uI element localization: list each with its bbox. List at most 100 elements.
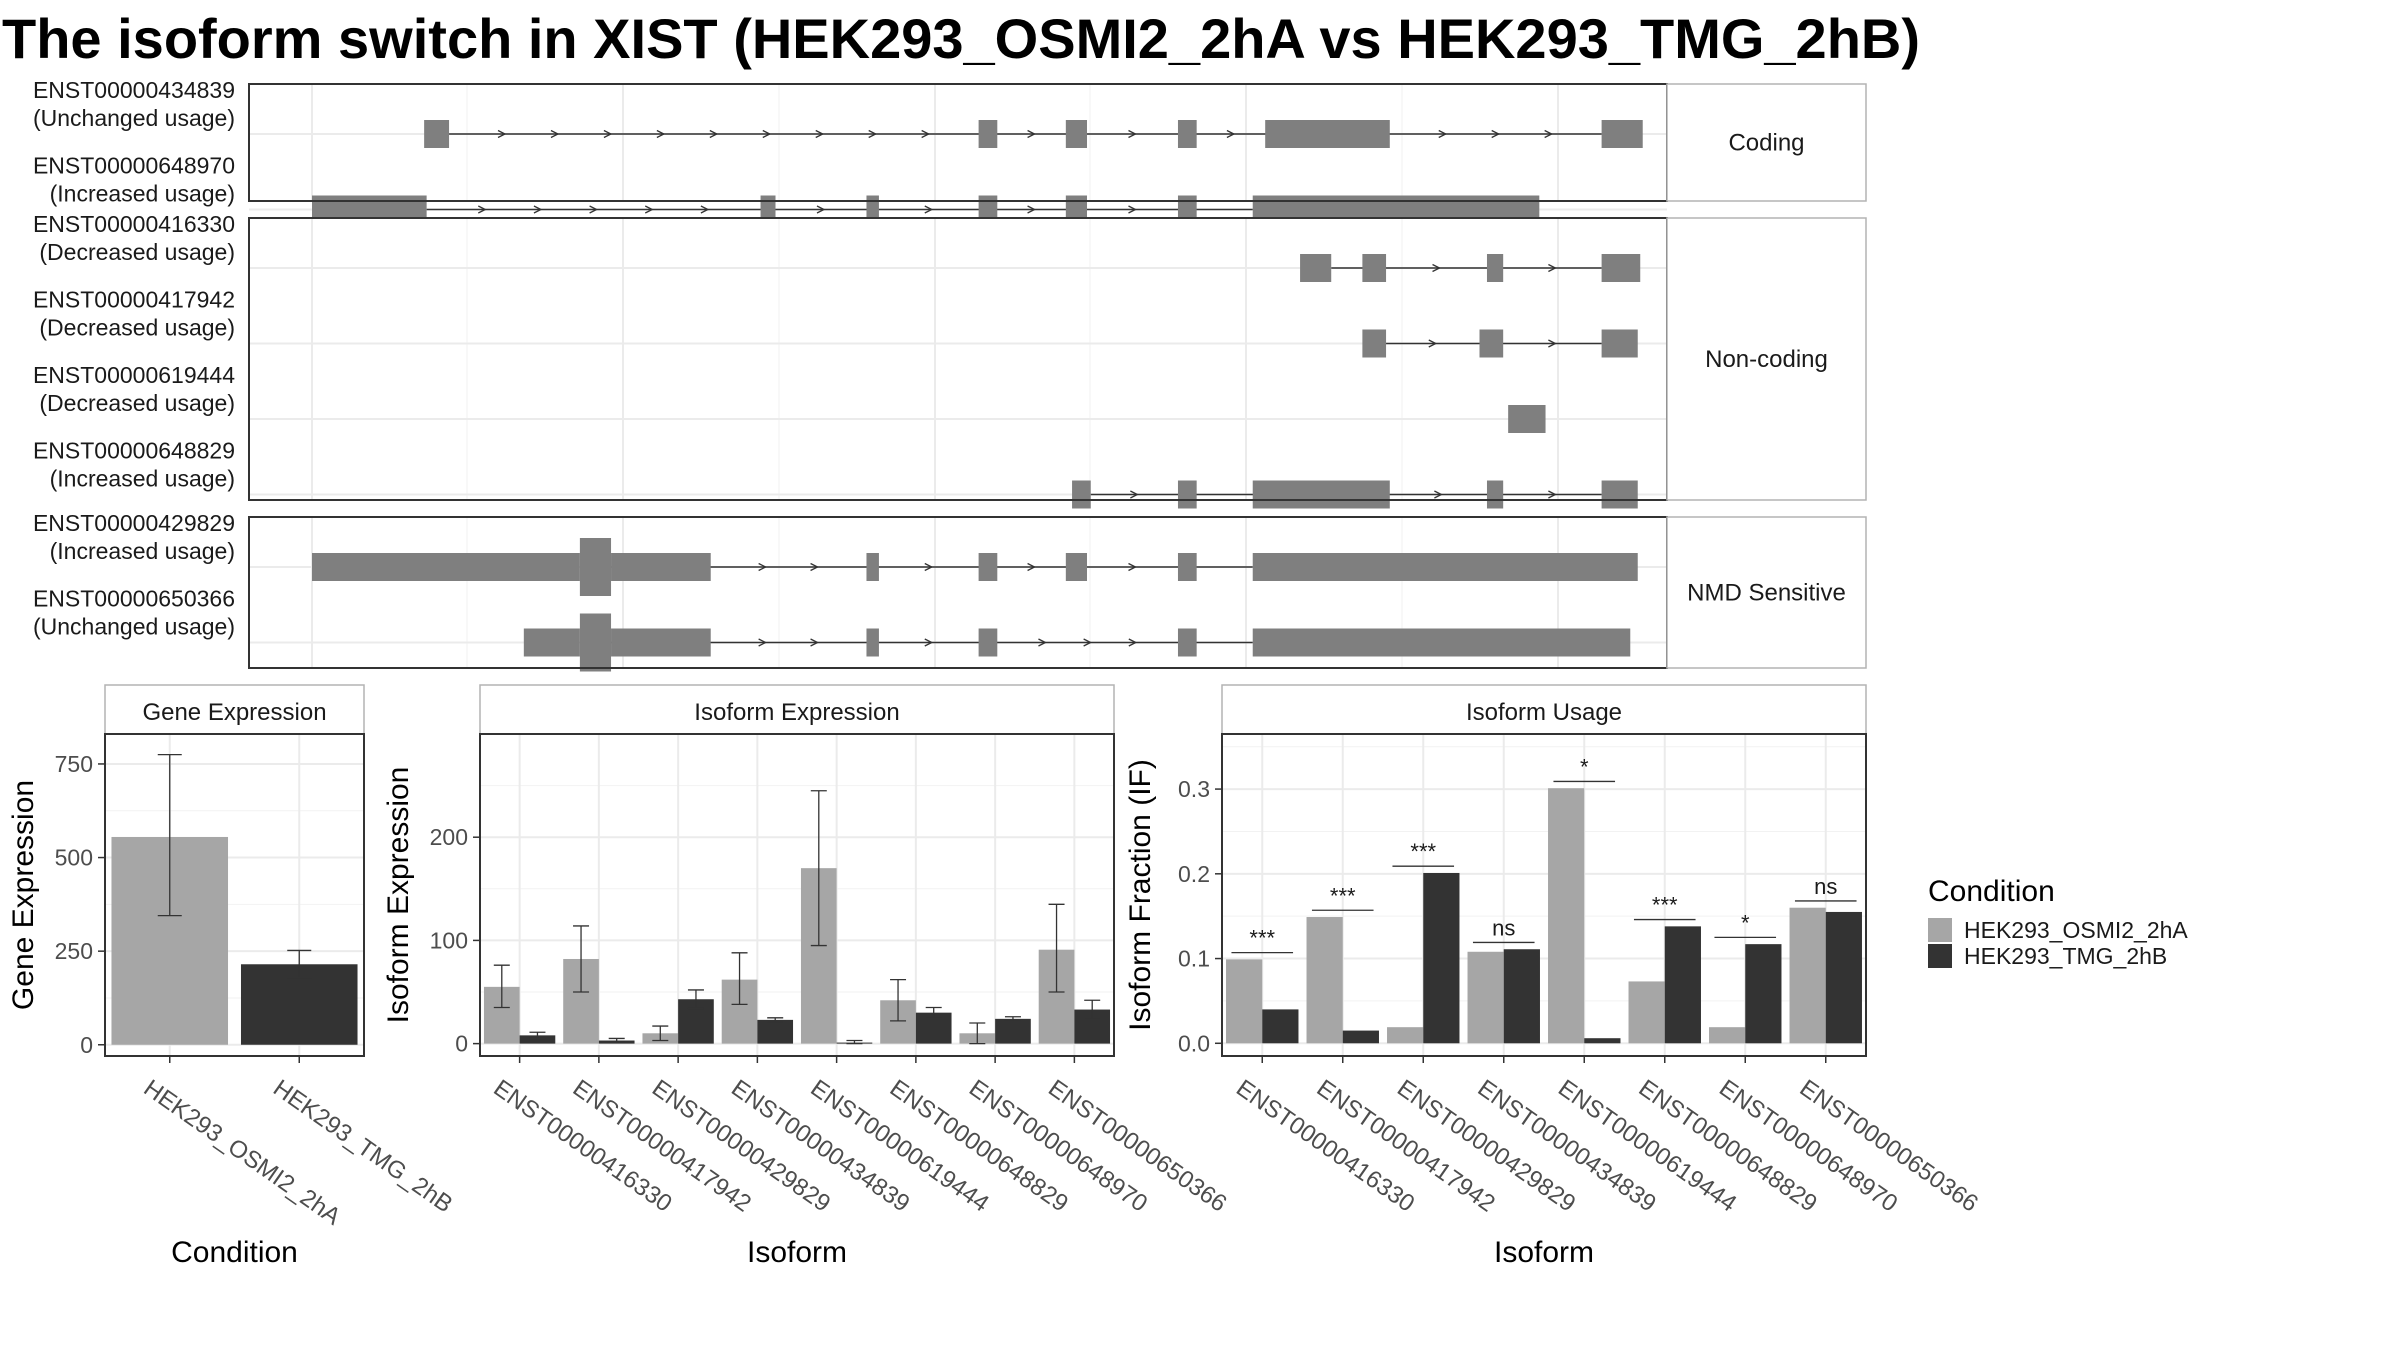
significance-label: *	[1741, 910, 1750, 935]
exon-block	[978, 628, 998, 657]
intron-arrow	[921, 129, 931, 139]
exon-block	[579, 613, 612, 672]
chart-title: Gene Expression	[142, 699, 326, 726]
exon-block	[866, 628, 879, 657]
intron-arrow	[810, 638, 820, 647]
structure-panel-bg	[249, 218, 1667, 500]
exon-block	[1072, 480, 1091, 509]
intron-arrow	[1083, 638, 1093, 647]
y-tick-label: 250	[55, 938, 93, 964]
bar	[995, 1018, 1031, 1044]
exon-block	[523, 628, 580, 657]
chart-strip	[104, 684, 365, 735]
y-tick-label: 200	[430, 824, 468, 850]
exon-block	[1065, 120, 1088, 148]
isoform-id-label: ENST00000648829	[33, 438, 235, 464]
exon-block	[1177, 553, 1197, 581]
y-axis-title: Isoform Fraction (IF)	[1124, 759, 1157, 1031]
y-tick-label: 0	[80, 1032, 93, 1058]
bar	[1387, 1027, 1424, 1044]
intron-arrow	[758, 638, 768, 647]
bar	[1306, 917, 1343, 1044]
x-axis-title: Condition	[171, 1236, 298, 1269]
exon-block	[611, 553, 711, 581]
exon-block	[1177, 628, 1197, 657]
intron-arrow	[1027, 562, 1037, 572]
chart-title: Isoform Expression	[694, 699, 899, 726]
facet-strip	[1666, 217, 1867, 501]
y-axis-title: Gene Expression	[7, 780, 40, 1010]
intron-arrow	[1491, 129, 1501, 139]
intron-arrow	[762, 129, 772, 139]
intron-arrow	[1434, 490, 1443, 499]
significance-label: ns	[1814, 874, 1837, 899]
intron-arrow	[868, 129, 878, 139]
bar	[757, 1019, 794, 1044]
y-tick-label: 100	[430, 927, 468, 953]
intron-arrow	[1432, 263, 1441, 273]
isoform-usage-label: (Decreased usage)	[39, 390, 235, 416]
y-tick-label: 500	[55, 845, 93, 871]
isoform-id-label: ENST00000416330	[33, 211, 235, 237]
exon-block	[611, 628, 711, 657]
bar	[1423, 872, 1460, 1044]
exon-block	[1300, 254, 1332, 282]
legend-swatch	[1928, 918, 1952, 942]
isoform-id-label: ENST00000417942	[33, 287, 235, 313]
exon-block	[1065, 553, 1088, 581]
legend-label: HEK293_OSMI2_2hA	[1964, 917, 2188, 943]
intron-arrow	[1438, 129, 1448, 139]
isoform-id-label: ENST00000650366	[33, 586, 235, 612]
exon-block	[1177, 120, 1197, 148]
y-tick-label: 0	[455, 1031, 468, 1057]
intron-arrow	[1128, 638, 1138, 647]
exon-block	[1252, 553, 1638, 581]
isoform-usage-label: (Increased usage)	[50, 538, 235, 564]
legend-swatch	[1928, 944, 1952, 968]
intron-arrow	[709, 129, 719, 139]
y-tick-label: 0.3	[1178, 776, 1210, 802]
intron-arrow	[550, 129, 560, 139]
figure-title: The isoform switch in XIST (HEK293_OSMI2…	[2, 7, 1920, 70]
exon-block	[978, 195, 998, 224]
significance-label: ns	[1492, 915, 1515, 940]
bar	[1789, 907, 1826, 1044]
exon-block	[760, 195, 776, 224]
bar	[1709, 1027, 1746, 1044]
intron-arrow	[816, 205, 826, 214]
isoform-usage-label: (Decreased usage)	[39, 239, 235, 265]
facet-strip	[1666, 516, 1867, 669]
exon-block	[1177, 195, 1197, 224]
exon-block	[1362, 329, 1387, 358]
isoform-id-label: ENST00000434839	[33, 77, 235, 103]
bar	[1503, 949, 1540, 1044]
bar	[1548, 788, 1585, 1044]
exon-block	[312, 553, 580, 581]
exon-block	[1486, 480, 1504, 509]
intron-arrow	[924, 638, 934, 647]
intron-arrow	[1428, 339, 1438, 348]
intron-arrow	[924, 562, 934, 572]
intron-arrow	[589, 205, 599, 214]
chart-title: Isoform Usage	[1466, 699, 1622, 726]
intron-arrow	[700, 205, 710, 214]
intron-arrow	[1548, 339, 1557, 348]
legend-label: HEK293_TMG_2hB	[1964, 943, 2167, 969]
intron-arrow	[1038, 638, 1047, 647]
intron-arrow	[1226, 129, 1236, 139]
intron-arrow	[1128, 129, 1137, 139]
intron-arrow	[758, 562, 768, 572]
exon-block	[866, 553, 879, 581]
plot-border	[1221, 733, 1867, 1057]
legend-title: Condition	[1928, 875, 2055, 908]
y-tick-label: 0.2	[1178, 861, 1210, 887]
bar	[1262, 1009, 1299, 1044]
y-tick-label: 750	[55, 751, 93, 777]
exon-block	[978, 120, 998, 148]
intron-arrow	[924, 205, 934, 214]
exon-block	[1601, 480, 1638, 509]
exon-block	[866, 195, 879, 224]
exon-block	[1486, 254, 1504, 282]
intron-arrow	[477, 205, 487, 214]
